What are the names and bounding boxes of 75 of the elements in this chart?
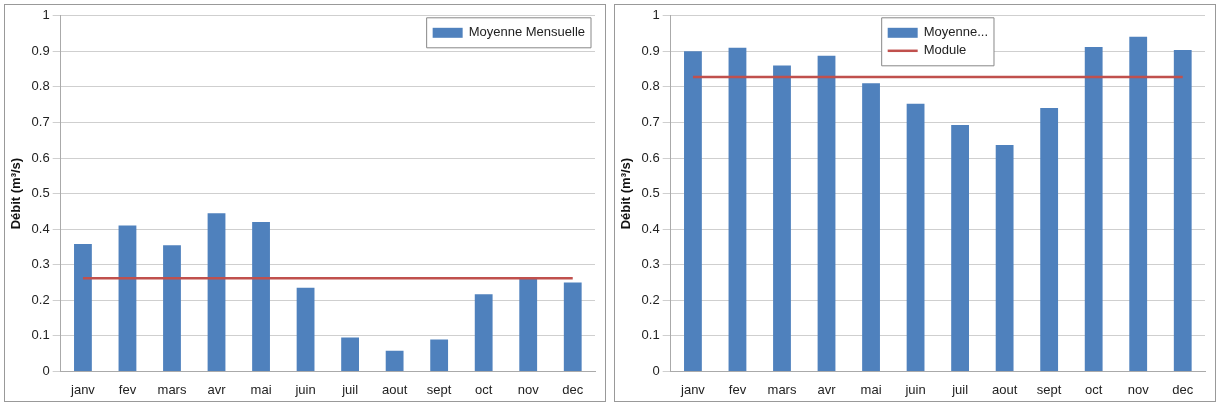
legend-label: Moyenne... — [923, 24, 989, 40]
bar — [118, 225, 137, 371]
x-tick-label: mai — [250, 381, 272, 397]
y-tick-label: 0.6 — [31, 149, 50, 165]
legend-label: Moyenne Mensuelle — [468, 24, 586, 40]
bar — [1173, 49, 1192, 371]
x-tick-label: dec — [1172, 381, 1194, 397]
x-tick-label: mars — [767, 381, 797, 397]
x-tick-label: aout — [381, 381, 408, 397]
y-tick-label: 0.5 — [31, 185, 50, 201]
y-tick-label: 0.7 — [641, 114, 660, 130]
x-tick-label: fev — [118, 381, 137, 397]
x-tick-label: avr — [207, 381, 227, 397]
y-tick-label: 0.4 — [641, 220, 660, 236]
bar — [906, 103, 925, 371]
y-axis-title: Débit (m³/s) — [8, 157, 24, 230]
y-tick-label: 0.1 — [641, 327, 660, 343]
bar — [385, 350, 404, 371]
y-tick-label: 0.2 — [31, 291, 50, 307]
y-tick-label: 0 — [42, 362, 50, 378]
bar — [1129, 36, 1148, 371]
bar — [519, 277, 538, 371]
x-tick-label: mars — [157, 381, 187, 397]
bar — [252, 222, 270, 371]
y-tick-label: 0.5 — [641, 185, 660, 201]
bar — [430, 339, 449, 371]
y-tick-label: 0.6 — [641, 149, 660, 165]
bar — [773, 65, 791, 371]
x-tick-label: aout — [991, 381, 1018, 397]
x-tick-label: juin — [904, 381, 926, 397]
y-tick-label: 0.9 — [31, 42, 50, 58]
bar — [341, 337, 360, 371]
bar — [296, 287, 315, 371]
bar — [995, 144, 1014, 371]
y-tick-label: 1 — [652, 7, 660, 23]
bar — [817, 55, 836, 371]
bar — [207, 213, 226, 371]
y-tick-label: 0.2 — [641, 291, 660, 307]
bar — [862, 83, 880, 371]
bar — [1040, 107, 1059, 371]
x-tick-label: sept — [426, 381, 452, 397]
bar — [728, 47, 747, 371]
y-tick-label: 0.7 — [31, 114, 50, 130]
y-tick-label: 0.3 — [641, 256, 660, 272]
y-tick-label: 0.8 — [31, 78, 50, 94]
x-tick-label: sept — [1036, 381, 1062, 397]
bar — [474, 294, 493, 371]
x-tick-label: avr — [817, 381, 837, 397]
x-tick-label: juil — [341, 381, 359, 397]
bar — [684, 51, 702, 371]
y-tick-label: 0.8 — [641, 78, 660, 94]
x-tick-label: oct — [475, 381, 493, 397]
bar — [563, 282, 582, 371]
x-tick-label: nov — [517, 381, 540, 397]
y-tick-label: 0.3 — [31, 256, 50, 272]
y-tick-label: 0.4 — [31, 220, 50, 236]
legend-label: Module — [923, 42, 967, 58]
x-tick-label: fev — [728, 381, 747, 397]
y-tick-label: 0.1 — [31, 327, 50, 343]
x-tick-label: juil — [951, 381, 969, 397]
x-tick-label: janv — [680, 381, 706, 397]
x-tick-label: janv — [70, 381, 96, 397]
bar — [951, 124, 970, 371]
x-tick-label: juin — [294, 381, 316, 397]
y-tick-label: 1 — [42, 7, 50, 23]
y-tick-label: 0.9 — [641, 42, 660, 58]
x-tick-label: nov — [1127, 381, 1150, 397]
x-tick-label: mai — [860, 381, 882, 397]
y-tick-label: 0 — [652, 362, 660, 378]
x-tick-label: dec — [562, 381, 584, 397]
bar — [163, 245, 181, 371]
y-axis-title: Débit (m³/s) — [618, 157, 634, 230]
x-tick-label: oct — [1085, 381, 1103, 397]
bar — [74, 244, 92, 371]
bar — [1084, 47, 1103, 371]
